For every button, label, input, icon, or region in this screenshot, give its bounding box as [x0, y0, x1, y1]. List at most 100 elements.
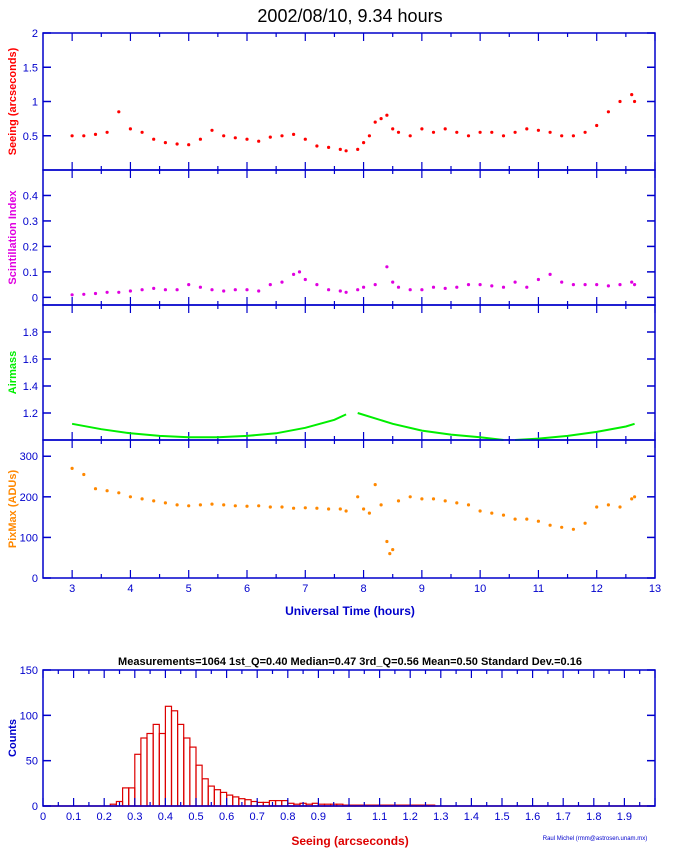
- histogram-stats: Measurements=1064 1st_Q=0.40 Median=0.47…: [118, 656, 582, 668]
- data-point: [571, 134, 576, 138]
- y-tick-label: 0.2: [23, 241, 38, 253]
- x-tick-label: 13: [649, 583, 661, 595]
- x-tick-label: 0.6: [219, 811, 234, 823]
- histogram-bar: [244, 799, 252, 807]
- data-point: [525, 517, 529, 521]
- data-point: [490, 284, 494, 288]
- data-point: [292, 272, 296, 276]
- data-point: [362, 141, 366, 145]
- data-point: [82, 292, 86, 296]
- x-tick-label: 1: [346, 811, 352, 823]
- y-tick-label: 0.1: [23, 267, 38, 279]
- data-point: [338, 507, 342, 511]
- data-point: [548, 272, 552, 276]
- histogram-bar: [170, 710, 179, 807]
- data-point: [548, 130, 552, 134]
- data-point: [490, 130, 494, 134]
- data-point: [117, 290, 121, 294]
- data-point: [280, 134, 284, 138]
- data-point: [198, 503, 202, 507]
- histogram-bar: [146, 732, 154, 807]
- data-point: [245, 137, 249, 141]
- x-tick-label: 0.7: [250, 811, 265, 823]
- data-point: [338, 289, 342, 293]
- data-point: [163, 501, 167, 505]
- histogram-bar: [213, 789, 222, 807]
- x-tick-label: 4: [127, 583, 133, 595]
- data-point: [327, 145, 331, 149]
- data-point: [198, 285, 202, 289]
- data-point: [315, 283, 319, 287]
- y-axis-label: PixMax (ADUs): [7, 470, 19, 549]
- histogram-panel: 0 50 100 150 0 0.1 0.2 0.3 0.4 0.5 0.6 0.7 0.8 0.9 1 1.…: [7, 665, 656, 823]
- data-point: [210, 502, 214, 506]
- data-point: [140, 497, 144, 501]
- data-point: [583, 521, 587, 525]
- x-tick-label: 6: [244, 583, 250, 595]
- histogram-bar: [140, 737, 148, 807]
- data-point: [391, 127, 395, 131]
- x-tick-label: 11: [533, 583, 544, 595]
- data-point: [548, 523, 552, 527]
- histogram-x-axis-label: Seeing (arcseconds): [291, 834, 408, 848]
- histogram-bar: [195, 764, 203, 807]
- data-point: [478, 283, 482, 287]
- y-tick-label: 200: [20, 492, 38, 504]
- data-point: [117, 110, 121, 114]
- data-point: [344, 290, 348, 294]
- data-point: [525, 127, 529, 131]
- data-point: [420, 127, 424, 131]
- x-tick-label: 9: [419, 583, 425, 595]
- data-point: [303, 506, 307, 510]
- data-point: [128, 127, 132, 131]
- histogram-bar: [232, 796, 240, 807]
- airmass-panel: 1.2 1.4 1.6 1.8 Airmass: [7, 304, 656, 441]
- data-point: [630, 93, 634, 97]
- y-axis-label: Airmass: [7, 351, 19, 394]
- histogram-bar: [189, 746, 197, 807]
- data-point: [373, 483, 377, 487]
- data-point: [595, 283, 599, 287]
- airmass-line: [357, 412, 504, 441]
- y-tick-label: 50: [26, 756, 38, 768]
- data-point: [187, 143, 191, 147]
- data-point: [82, 134, 86, 138]
- seeing-panel: 0.5 1 1.5 2 Seeing (arcseconds): [7, 28, 656, 171]
- panel-frame: [42, 169, 656, 306]
- data-point: [455, 501, 459, 505]
- data-point: [93, 291, 98, 296]
- data-point: [356, 147, 360, 151]
- data-point: [388, 552, 392, 556]
- data-point: [356, 495, 360, 499]
- histogram-bar: [134, 753, 142, 807]
- data-point: [373, 283, 377, 287]
- histogram-bar: [281, 799, 289, 807]
- data-point: [105, 290, 109, 294]
- histogram-bar: [152, 723, 160, 807]
- x-tick-label: 3: [69, 583, 75, 595]
- data-point: [513, 280, 517, 284]
- y-tick-label: 100: [20, 532, 38, 544]
- data-point: [93, 132, 98, 136]
- data-point: [420, 497, 424, 501]
- x-tick-label: 10: [474, 583, 486, 595]
- data-point: [292, 506, 296, 510]
- x-tick-label: 0.4: [158, 811, 173, 823]
- y-tick-label: 1: [32, 97, 38, 109]
- data-point: [175, 503, 179, 507]
- data-point: [536, 128, 541, 132]
- x-tick-label: 5: [186, 583, 192, 595]
- data-point: [175, 142, 179, 146]
- y-axis-label: Seeing (arcseconds): [7, 47, 19, 155]
- y-tick-label: 1.2: [23, 408, 38, 420]
- data-point: [163, 288, 167, 292]
- data-point: [327, 507, 331, 511]
- data-point: [606, 284, 611, 288]
- data-point: [344, 509, 348, 513]
- data-point: [70, 293, 74, 297]
- data-point: [618, 99, 622, 104]
- x-tick-label: 0.8: [280, 811, 295, 823]
- data-point: [379, 503, 383, 507]
- histogram-bar: [226, 794, 234, 807]
